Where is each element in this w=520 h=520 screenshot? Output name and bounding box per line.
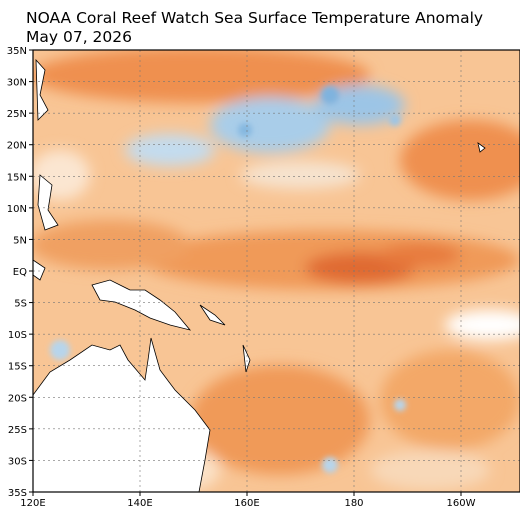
title: NOAA Coral Reef Watch Sea Surface Temper… — [26, 9, 483, 27]
lon-label: 160W — [447, 498, 476, 509]
lat-label: 25N — [7, 109, 27, 120]
lon-label: 160E — [234, 498, 259, 509]
australia — [33, 337, 211, 492]
axis-labels: 35N 30N 25N 20N 15N 10N 5N EQ 5S 10S 15S 20S 25S 30S 3… — [7, 46, 476, 509]
anomaly-field — [33, 50, 520, 492]
map-frame — [32, 49, 520, 493]
anomaly-patches — [33, 50, 520, 490]
islands — [33, 58, 486, 373]
lat-label: 5S — [14, 299, 27, 310]
lat-label: 20N — [7, 141, 27, 152]
lat-label: EQ — [13, 267, 27, 278]
lat-label: 20S — [8, 393, 27, 404]
lat-label: 15S — [8, 362, 27, 373]
lat-label: 35N — [7, 46, 27, 57]
graticule — [29, 49, 520, 496]
lat-label: 30S — [8, 456, 27, 467]
lat-label: 35S — [8, 488, 27, 499]
lon-label: 140E — [127, 498, 152, 509]
lat-label: 5N — [13, 235, 27, 246]
lat-label: 15N — [7, 172, 27, 183]
lat-label: 10N — [7, 204, 27, 215]
lon-label: 120E — [20, 498, 45, 509]
lat-label: 25S — [8, 425, 27, 436]
lat-label: 10S — [8, 330, 27, 341]
date: May 07, 2026 — [26, 28, 132, 46]
lat-label: 30N — [7, 78, 27, 89]
lon-label: 180 — [344, 498, 363, 509]
blue-anomaly-spots — [50, 86, 406, 473]
new-guinea — [91, 279, 192, 331]
